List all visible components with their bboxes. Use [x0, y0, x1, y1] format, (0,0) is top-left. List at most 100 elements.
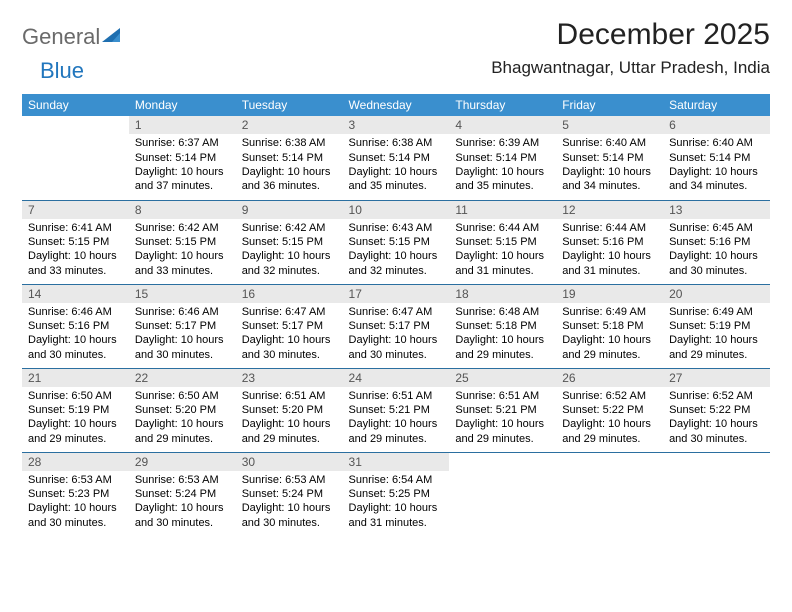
sunset-text: Sunset: 5:25 PM — [349, 487, 444, 501]
sunrise-text: Sunrise: 6:47 AM — [349, 305, 444, 319]
day-detail: Sunrise: 6:52 AMSunset: 5:22 PMDaylight:… — [556, 387, 663, 450]
day-detail: Sunrise: 6:37 AMSunset: 5:14 PMDaylight:… — [129, 134, 236, 197]
daylight-text: Daylight: 10 hours and 30 minutes. — [349, 333, 444, 362]
day-detail: Sunrise: 6:44 AMSunset: 5:15 PMDaylight:… — [449, 219, 556, 282]
day-number: 9 — [236, 201, 343, 219]
calendar-cell: 26Sunrise: 6:52 AMSunset: 5:22 PMDayligh… — [556, 368, 663, 452]
day-detail: Sunrise: 6:51 AMSunset: 5:21 PMDaylight:… — [449, 387, 556, 450]
daylight-text: Daylight: 10 hours and 30 minutes. — [28, 501, 123, 530]
sunrise-text: Sunrise: 6:46 AM — [28, 305, 123, 319]
daylight-text: Daylight: 10 hours and 29 minutes. — [669, 333, 764, 362]
day-number: 8 — [129, 201, 236, 219]
day-detail: Sunrise: 6:53 AMSunset: 5:23 PMDaylight:… — [22, 471, 129, 534]
day-number: 5 — [556, 116, 663, 134]
calendar-cell: 8Sunrise: 6:42 AMSunset: 5:15 PMDaylight… — [129, 200, 236, 284]
calendar-cell: 20Sunrise: 6:49 AMSunset: 5:19 PMDayligh… — [663, 284, 770, 368]
day-detail: Sunrise: 6:44 AMSunset: 5:16 PMDaylight:… — [556, 219, 663, 282]
day-number — [556, 453, 663, 471]
calendar-cell — [22, 116, 129, 200]
dayhdr-wed: Wednesday — [343, 94, 450, 116]
sunrise-text: Sunrise: 6:53 AM — [242, 473, 337, 487]
sunset-text: Sunset: 5:15 PM — [242, 235, 337, 249]
day-number: 17 — [343, 285, 450, 303]
daylight-text: Daylight: 10 hours and 35 minutes. — [455, 165, 550, 194]
sunrise-text: Sunrise: 6:44 AM — [562, 221, 657, 235]
day-number: 13 — [663, 201, 770, 219]
sunset-text: Sunset: 5:21 PM — [349, 403, 444, 417]
day-number: 11 — [449, 201, 556, 219]
sunrise-text: Sunrise: 6:54 AM — [349, 473, 444, 487]
calendar-cell — [556, 452, 663, 536]
daylight-text: Daylight: 10 hours and 30 minutes. — [28, 333, 123, 362]
calendar-cell: 22Sunrise: 6:50 AMSunset: 5:20 PMDayligh… — [129, 368, 236, 452]
sunset-text: Sunset: 5:14 PM — [242, 151, 337, 165]
daylight-text: Daylight: 10 hours and 30 minutes. — [669, 249, 764, 278]
sunrise-text: Sunrise: 6:53 AM — [28, 473, 123, 487]
dayhdr-thu: Thursday — [449, 94, 556, 116]
sunset-text: Sunset: 5:17 PM — [242, 319, 337, 333]
daylight-text: Daylight: 10 hours and 30 minutes. — [135, 333, 230, 362]
sunset-text: Sunset: 5:15 PM — [135, 235, 230, 249]
daylight-text: Daylight: 10 hours and 30 minutes. — [242, 333, 337, 362]
daylight-text: Daylight: 10 hours and 30 minutes. — [135, 501, 230, 530]
sunset-text: Sunset: 5:16 PM — [562, 235, 657, 249]
daylight-text: Daylight: 10 hours and 30 minutes. — [242, 501, 337, 530]
sunset-text: Sunset: 5:16 PM — [669, 235, 764, 249]
daylight-text: Daylight: 10 hours and 31 minutes. — [562, 249, 657, 278]
day-detail: Sunrise: 6:48 AMSunset: 5:18 PMDaylight:… — [449, 303, 556, 366]
day-detail: Sunrise: 6:42 AMSunset: 5:15 PMDaylight:… — [236, 219, 343, 282]
sunset-text: Sunset: 5:14 PM — [669, 151, 764, 165]
sunset-text: Sunset: 5:14 PM — [349, 151, 444, 165]
day-detail: Sunrise: 6:53 AMSunset: 5:24 PMDaylight:… — [129, 471, 236, 534]
day-detail: Sunrise: 6:50 AMSunset: 5:19 PMDaylight:… — [22, 387, 129, 450]
day-number: 1 — [129, 116, 236, 134]
sunset-text: Sunset: 5:17 PM — [349, 319, 444, 333]
day-detail: Sunrise: 6:50 AMSunset: 5:20 PMDaylight:… — [129, 387, 236, 450]
day-number: 18 — [449, 285, 556, 303]
calendar-row: 1Sunrise: 6:37 AMSunset: 5:14 PMDaylight… — [22, 116, 770, 200]
daylight-text: Daylight: 10 hours and 35 minutes. — [349, 165, 444, 194]
daylight-text: Daylight: 10 hours and 32 minutes. — [349, 249, 444, 278]
day-detail: Sunrise: 6:46 AMSunset: 5:17 PMDaylight:… — [129, 303, 236, 366]
daylight-text: Daylight: 10 hours and 29 minutes. — [455, 333, 550, 362]
sunset-text: Sunset: 5:20 PM — [242, 403, 337, 417]
sunrise-text: Sunrise: 6:42 AM — [135, 221, 230, 235]
day-number: 25 — [449, 369, 556, 387]
logo: General — [22, 24, 126, 50]
calendar-table: Sunday Monday Tuesday Wednesday Thursday… — [22, 94, 770, 536]
logo-word1: General — [22, 24, 100, 50]
day-detail: Sunrise: 6:53 AMSunset: 5:24 PMDaylight:… — [236, 471, 343, 534]
dayhdr-mon: Monday — [129, 94, 236, 116]
daylight-text: Daylight: 10 hours and 36 minutes. — [242, 165, 337, 194]
calendar-cell: 15Sunrise: 6:46 AMSunset: 5:17 PMDayligh… — [129, 284, 236, 368]
day-detail: Sunrise: 6:41 AMSunset: 5:15 PMDaylight:… — [22, 219, 129, 282]
sunrise-text: Sunrise: 6:47 AM — [242, 305, 337, 319]
sunset-text: Sunset: 5:15 PM — [455, 235, 550, 249]
day-detail: Sunrise: 6:38 AMSunset: 5:14 PMDaylight:… — [343, 134, 450, 197]
day-detail: Sunrise: 6:40 AMSunset: 5:14 PMDaylight:… — [663, 134, 770, 197]
sunrise-text: Sunrise: 6:50 AM — [135, 389, 230, 403]
calendar-cell: 13Sunrise: 6:45 AMSunset: 5:16 PMDayligh… — [663, 200, 770, 284]
day-detail: Sunrise: 6:45 AMSunset: 5:16 PMDaylight:… — [663, 219, 770, 282]
calendar-cell: 27Sunrise: 6:52 AMSunset: 5:22 PMDayligh… — [663, 368, 770, 452]
daylight-text: Daylight: 10 hours and 33 minutes. — [28, 249, 123, 278]
calendar-cell: 17 Sunrise: 6:47 AMSunset: 5:17 PMDayligh… — [343, 284, 450, 368]
logo-word2: Blue — [40, 58, 84, 83]
day-number: 22 — [129, 369, 236, 387]
day-detail: Sunrise: 6:42 AMSunset: 5:15 PMDaylight:… — [129, 219, 236, 282]
calendar-cell: 29Sunrise: 6:53 AMSunset: 5:24 PMDayligh… — [129, 452, 236, 536]
day-number: 7 — [22, 201, 129, 219]
daylight-text: Daylight: 10 hours and 34 minutes. — [562, 165, 657, 194]
day-number: 21 — [22, 369, 129, 387]
day-number: 31 — [343, 453, 450, 471]
calendar-cell: 25Sunrise: 6:51 AMSunset: 5:21 PMDayligh… — [449, 368, 556, 452]
sunset-text: Sunset: 5:21 PM — [455, 403, 550, 417]
dayhdr-fri: Friday — [556, 94, 663, 116]
daylight-text: Daylight: 10 hours and 32 minutes. — [242, 249, 337, 278]
calendar-row: 14Sunrise: 6:46 AMSunset: 5:16 PMDayligh… — [22, 284, 770, 368]
daylight-text: Daylight: 10 hours and 29 minutes. — [135, 417, 230, 446]
day-number — [663, 453, 770, 471]
day-number: 29 — [129, 453, 236, 471]
sunset-text: Sunset: 5:24 PM — [135, 487, 230, 501]
day-number: 30 — [236, 453, 343, 471]
